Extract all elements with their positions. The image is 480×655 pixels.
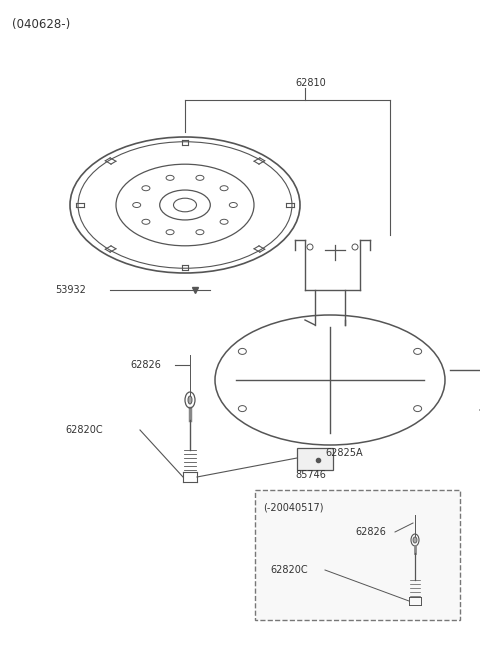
- Text: 62810: 62810: [295, 78, 326, 88]
- Text: 85746: 85746: [295, 470, 326, 480]
- Text: 53932: 53932: [55, 285, 86, 295]
- Text: 62820C: 62820C: [270, 565, 308, 575]
- Text: (040628-): (040628-): [12, 18, 70, 31]
- Ellipse shape: [413, 537, 417, 543]
- Ellipse shape: [188, 396, 192, 404]
- Bar: [255, 490, 460, 620]
- Text: 62825A: 62825A: [325, 448, 362, 458]
- Text: 62826: 62826: [130, 360, 161, 370]
- Text: (-20040517): (-20040517): [263, 502, 324, 512]
- Bar: [297, 448, 333, 470]
- Text: 62826: 62826: [355, 527, 386, 537]
- Text: 62820C: 62820C: [65, 425, 103, 435]
